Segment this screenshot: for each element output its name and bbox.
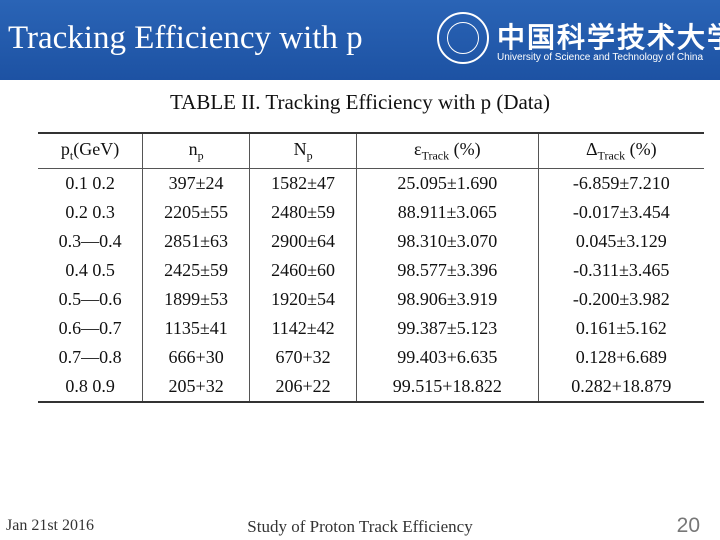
column-header-Np: Np xyxy=(249,133,357,169)
column-header-delta: ΔTrack (%) xyxy=(537,133,704,169)
cell-np: 2425±59 xyxy=(142,256,250,285)
cell-eff: 99.387±5.123 xyxy=(356,314,539,343)
cell-pt: 0.5—0.6 xyxy=(58,289,122,309)
slide-title: Tracking Efficiency with p xyxy=(8,20,363,56)
cell-delta: -6.859±7.210 xyxy=(537,168,704,198)
cell-pt: 0.7—0.8 xyxy=(58,347,122,367)
cell-eff: 98.906±3.919 xyxy=(356,285,539,314)
cell-delta: -0.200±3.982 xyxy=(537,285,704,314)
cell-np: 2205±55 xyxy=(142,198,250,227)
cell-eff: 99.515+18.822 xyxy=(356,372,539,403)
footer-title: Study of Proton Track Efficiency xyxy=(247,517,473,536)
column-header-pt: pt(GeV) xyxy=(38,133,143,169)
footer-date: Jan 21st 2016 xyxy=(6,517,94,534)
cell-eff: 98.310±3.070 xyxy=(356,227,539,256)
cell-Np: 2900±64 xyxy=(249,227,357,256)
university-name-en: University of Science and Technology of … xyxy=(497,52,704,63)
column-header-np: np xyxy=(142,133,250,169)
cell-delta: 0.282+18.879 xyxy=(537,372,704,403)
table-row: 0.8 0.9 205+32 206+22 99.515+18.822 0.28… xyxy=(38,372,704,403)
table-row: 0.1 0.2 397±24 1582±47 25.095±1.690 -6.8… xyxy=(38,168,704,198)
cell-eff: 98.577±3.396 xyxy=(356,256,539,285)
cell-eff: 99.403+6.635 xyxy=(356,343,539,372)
cell-pt: 0.8 0.9 xyxy=(38,372,143,403)
table-row: 0.7—0.8 666+30 670+32 99.403+6.635 0.128… xyxy=(38,343,704,372)
cell-delta: 0.045±3.129 xyxy=(537,227,704,256)
cell-np: 205+32 xyxy=(142,372,250,403)
cell-Np: 1142±42 xyxy=(249,314,357,343)
cell-np: 1135±41 xyxy=(142,314,250,343)
cell-np: 397±24 xyxy=(142,168,250,198)
efficiency-table: pt(GeV) np Np εTrack (%) ΔTrack (%) 0.1 … xyxy=(38,132,704,403)
slide-header: Tracking Efficiency with p 中国科学技术大学 Univ… xyxy=(0,0,720,80)
table-caption: TABLE II. Tracking Efficiency with p (Da… xyxy=(170,90,550,114)
cell-np: 2851±63 xyxy=(142,227,250,256)
cell-Np: 206+22 xyxy=(249,372,357,403)
table-row: 0.6—0.7 1135±41 1142±42 99.387±5.123 0.1… xyxy=(38,314,704,343)
table-row: 0.2 0.3 2205±55 2480±59 88.911±3.065 -0.… xyxy=(38,198,704,227)
cell-Np: 1920±54 xyxy=(249,285,357,314)
table-row: 0.3—0.4 2851±63 2900±64 98.310±3.070 0.0… xyxy=(38,227,704,256)
university-logo: 中国科学技术大学 University of Science and Techn… xyxy=(437,12,720,70)
table-header-row: pt(GeV) np Np εTrack (%) ΔTrack (%) xyxy=(38,133,704,169)
cell-Np: 2460±60 xyxy=(249,256,357,285)
page-number: 20 xyxy=(676,514,700,537)
cell-pt: 0.4 0.5 xyxy=(65,260,115,280)
cell-pt: 0.6—0.7 xyxy=(58,318,122,338)
university-name-cn: 中国科学技术大学 xyxy=(497,21,720,54)
table-row: 0.4 0.5 2425±59 2460±60 98.577±3.396 -0.… xyxy=(38,256,704,285)
cell-pt: 0.3—0.4 xyxy=(58,231,122,251)
cell-np: 666+30 xyxy=(142,343,250,372)
cell-delta: 0.161±5.162 xyxy=(537,314,704,343)
cell-Np: 670+32 xyxy=(249,343,357,372)
cell-eff: 88.911±3.065 xyxy=(356,198,539,227)
table-row: 0.5—0.6 1899±53 1920±54 98.906±3.919 -0.… xyxy=(38,285,704,314)
cell-np: 1899±53 xyxy=(142,285,250,314)
cell-pt: 0.2 0.3 xyxy=(65,202,115,222)
cell-delta: 0.128+6.689 xyxy=(537,343,704,372)
column-header-eff: εTrack (%) xyxy=(356,133,539,169)
cell-Np: 2480±59 xyxy=(249,198,357,227)
cell-delta: -0.311±3.465 xyxy=(537,256,704,285)
cell-Np: 1582±47 xyxy=(249,168,357,198)
cell-delta: -0.017±3.454 xyxy=(537,198,704,227)
university-emblem-icon xyxy=(437,12,489,64)
cell-pt: 0.1 0.2 xyxy=(65,173,115,193)
cell-eff: 25.095±1.690 xyxy=(356,168,539,198)
